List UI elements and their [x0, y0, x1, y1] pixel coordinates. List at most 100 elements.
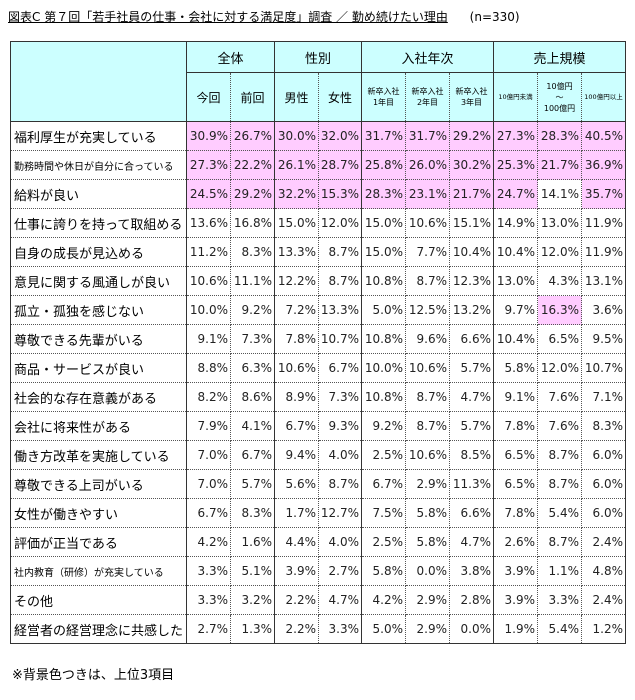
value-cell: 4.2%: [186, 527, 231, 557]
row-label: 勤務時間や休日が自分に合っている: [10, 150, 187, 180]
value-cell: 15.0%: [361, 237, 406, 267]
value-cell: 5.8%: [405, 527, 450, 557]
value-cell: 35.7%: [581, 179, 626, 209]
table-row: 孤立・孤独を感じない 10.0% 9.2% 7.2% 13.3% 5.0% 12.5% 13.…: [10, 295, 626, 325]
column-header: 100億円以上: [581, 72, 626, 122]
table-row: 経営者の経営理念に共感した 2.7% 1.3% 2.2% 3.3% 5.0% 2.9% 0.0…: [10, 614, 626, 644]
value-cell: 24.7%: [493, 179, 538, 209]
value-cell: 5.4%: [537, 614, 582, 644]
value-cell: 7.2%: [274, 295, 319, 325]
value-cell: 16.8%: [230, 208, 275, 238]
value-cell: 6.0%: [581, 469, 626, 499]
column-header: 新卒入社 1年目: [361, 72, 406, 122]
value-cell: 2.6%: [493, 527, 538, 557]
figure-title: 図表C 第７回「若手社員の仕事・会社に対する満足度」調査 ／ 勤め続けたい理由 …: [8, 8, 520, 25]
value-cell: 8.7%: [537, 440, 582, 470]
value-cell: 5.6%: [274, 469, 319, 499]
value-cell: 13.3%: [274, 237, 319, 267]
value-cell: 15.3%: [318, 179, 362, 209]
value-cell: 12.2%: [274, 266, 319, 296]
value-cell: 31.7%: [361, 121, 406, 151]
column-header: 10億円未満: [493, 72, 538, 122]
table-row: 尊敬できる上司がいる 7.0% 5.7% 5.6% 8.7% 6.7% 2.9% 11.3% 6…: [10, 469, 626, 499]
value-cell: 5.0%: [361, 614, 406, 644]
row-label: 自身の成長が見込める: [10, 237, 187, 267]
figure-title-main: 図表C 第７回「若手社員の仕事・会社に対する満足度」調査 ／ 勤め続けたい理由: [8, 10, 448, 24]
value-cell: 7.8%: [493, 498, 538, 528]
row-label: 福利厚生が充実している: [10, 121, 187, 151]
value-cell: 9.3%: [318, 411, 362, 441]
value-cell: 9.5%: [581, 324, 626, 354]
value-cell: 2.4%: [581, 585, 626, 615]
value-cell: 8.7%: [537, 469, 582, 499]
value-cell: 8.7%: [318, 469, 362, 499]
footnote: ※背景色つきは、上位3項目: [12, 668, 175, 683]
value-cell: 28.7%: [318, 150, 362, 180]
value-cell: 24.5%: [186, 179, 231, 209]
value-cell: 13.0%: [493, 266, 538, 296]
value-cell: 9.1%: [186, 324, 231, 354]
value-cell: 27.3%: [186, 150, 231, 180]
table-row: 給料が良い 24.5% 29.2% 32.2% 15.3% 28.3% 23.1% 21.7%…: [10, 179, 626, 209]
value-cell: 10.7%: [581, 353, 626, 383]
value-cell: 6.7%: [318, 353, 362, 383]
value-cell: 10.6%: [405, 208, 450, 238]
value-cell: 9.2%: [230, 295, 275, 325]
value-cell: 26.7%: [230, 121, 275, 151]
table-row: 意見に関する風通しが良い 10.6% 11.1% 12.2% 8.7% 10.8% 8.7%…: [10, 266, 626, 296]
row-label: 女性が働きやすい: [10, 498, 187, 528]
value-cell: 6.0%: [581, 440, 626, 470]
value-cell: 8.3%: [230, 237, 275, 267]
value-cell: 2.9%: [405, 585, 450, 615]
value-cell: 8.7%: [405, 382, 450, 412]
value-cell: 12.0%: [318, 208, 362, 238]
value-cell: 36.9%: [581, 150, 626, 180]
value-cell: 4.8%: [581, 556, 626, 586]
value-cell: 10.6%: [405, 440, 450, 470]
value-cell: 7.9%: [186, 411, 231, 441]
value-cell: 15.1%: [449, 208, 494, 238]
group-header: 入社年次: [361, 41, 494, 73]
value-cell: 1.7%: [274, 498, 319, 528]
value-cell: 6.6%: [449, 324, 494, 354]
row-label: 経営者の経営理念に共感した: [10, 614, 187, 644]
value-cell: 14.9%: [493, 208, 538, 238]
value-cell: 5.1%: [230, 556, 275, 586]
row-label-header: [10, 41, 187, 122]
value-cell: 6.0%: [581, 498, 626, 528]
table-row: 勤務時間や休日が自分に合っている 27.3% 22.2% 26.1% 28.7% 25.8…: [10, 150, 626, 180]
group-header: 売上規模: [493, 41, 626, 73]
value-cell: 6.3%: [230, 353, 275, 383]
value-cell: 3.3%: [537, 585, 582, 615]
value-cell: 13.3%: [318, 295, 362, 325]
table-row: 女性が働きやすい 6.7% 8.3% 1.7% 12.7% 7.5% 5.8% 6.6% 7.8…: [10, 498, 626, 528]
value-cell: 6.7%: [274, 411, 319, 441]
value-cell: 3.2%: [230, 585, 275, 615]
row-label: 孤立・孤独を感じない: [10, 295, 187, 325]
value-cell: 3.9%: [493, 556, 538, 586]
value-cell: 8.7%: [318, 266, 362, 296]
value-cell: 1.2%: [581, 614, 626, 644]
value-cell: 7.3%: [318, 382, 362, 412]
value-cell: 5.4%: [537, 498, 582, 528]
value-cell: 7.8%: [274, 324, 319, 354]
value-cell: 5.8%: [493, 353, 538, 383]
column-header: 女性: [318, 72, 362, 122]
value-cell: 3.8%: [449, 556, 494, 586]
table-row: その他 3.3% 3.2% 2.2% 4.7% 4.2% 2.9% 2.8% 3.9% 3.3% 2…: [10, 585, 626, 615]
value-cell: 10.6%: [274, 353, 319, 383]
value-cell: 11.1%: [230, 266, 275, 296]
row-label: 尊敬できる上司がいる: [10, 469, 187, 499]
value-cell: 16.3%: [537, 295, 582, 325]
value-cell: 2.9%: [405, 614, 450, 644]
value-cell: 0.0%: [449, 614, 494, 644]
value-cell: 4.3%: [537, 266, 582, 296]
value-cell: 29.2%: [449, 121, 494, 151]
column-header: 今回: [186, 72, 231, 122]
table-row: 会社に将来性がある 7.9% 4.1% 6.7% 9.3% 9.2% 8.7% 5.7% 7.8…: [10, 411, 626, 441]
value-cell: 5.7%: [449, 411, 494, 441]
value-cell: 12.3%: [449, 266, 494, 296]
row-label: 仕事に誇りを持って取組める: [10, 208, 187, 238]
table-row: 働き方改革を実施している 7.0% 6.7% 9.4% 4.0% 2.5% 10.6% 8.5…: [10, 440, 626, 470]
value-cell: 1.6%: [230, 527, 275, 557]
